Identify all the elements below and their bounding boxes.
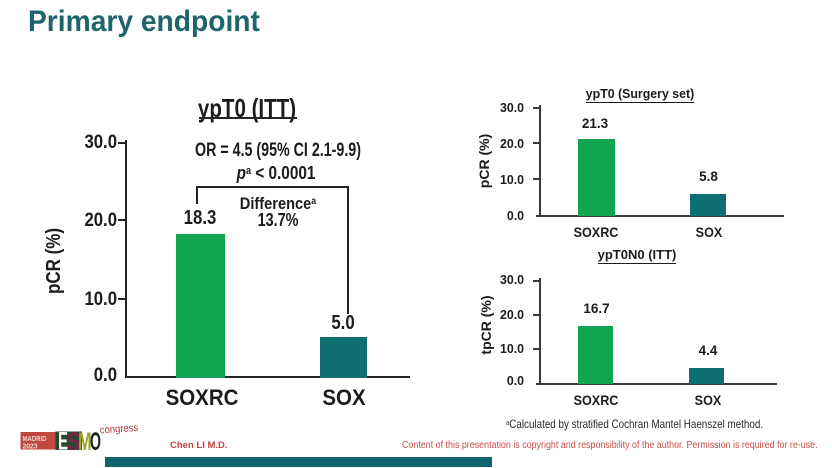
svg-text:MADRID: MADRID [23,436,47,443]
svg-text:2023: 2023 [23,443,38,450]
svg-text:O: O [90,428,101,456]
svg-text:E: E [58,428,68,456]
svg-text:congress: congress [99,422,138,437]
svg-text:S: S [67,428,80,456]
svg-text:M: M [78,428,92,456]
